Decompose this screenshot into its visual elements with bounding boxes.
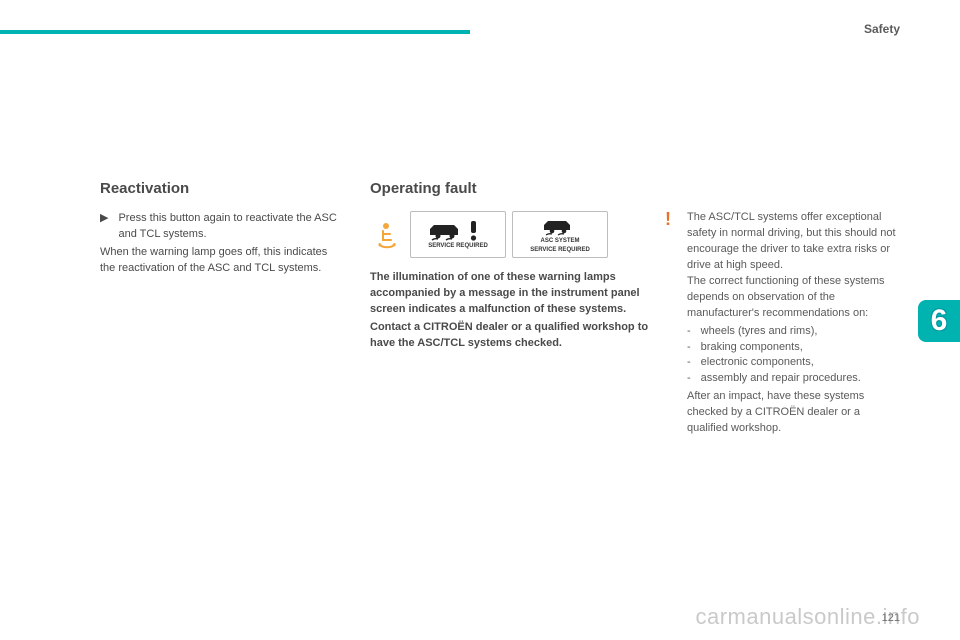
asc-system-lamp: ASC SYSTEM SERVICE REQUIRED (512, 211, 608, 258)
info-para2: The correct functioning of these systems… (687, 274, 898, 322)
reactivation-para: When the warning lamp goes off, this ind… (100, 245, 340, 277)
exclamation-icon: ! (665, 210, 679, 437)
skid-warning-icon (428, 219, 488, 241)
dash: - (687, 355, 691, 371)
info-outro: After an impact, have these systems chec… (687, 389, 898, 437)
chapter-number: 6 (931, 304, 948, 338)
reactivation-body: ▶ Press this button again to reactivate … (100, 211, 340, 277)
reactivation-heading: Reactivation (100, 180, 340, 197)
operating-fault-para1: The illumination of one of these warning… (370, 270, 658, 318)
chapter-number-wrap: 6 (918, 300, 960, 342)
operating-fault-para2: Contact a CITROËN dealer or a qualified … (370, 320, 658, 352)
bullet-symbol: ▶ (100, 211, 108, 243)
list-item: -wheels (tyres and rims), (687, 324, 898, 340)
driver-warning-icon (370, 211, 404, 258)
info-body: The ASC/TCL systems offer exceptional sa… (687, 210, 898, 437)
bullet-item: ▶ Press this button again to reactivate … (100, 211, 340, 243)
section-info: ! The ASC/TCL systems offer exceptional … (665, 210, 898, 437)
dash: - (687, 324, 691, 340)
manual-page: Safety Reactivation ▶ Press this button … (0, 0, 960, 640)
skid-icon (540, 216, 580, 236)
list-text: braking components, (701, 340, 803, 356)
asc-system-caption-line2: SERVICE REQUIRED (530, 247, 590, 254)
service-required-caption: SERVICE REQUIRED (428, 243, 488, 250)
asc-system-caption-line1: ASC SYSTEM (540, 238, 579, 245)
category-label: Safety (864, 22, 900, 36)
service-required-lamp: SERVICE REQUIRED (410, 211, 506, 258)
section-reactivation: Reactivation ▶ Press this button again t… (100, 180, 340, 277)
dash: - (687, 371, 691, 387)
watermark: carmanualsonline.info (695, 604, 920, 630)
list-text: wheels (tyres and rims), (701, 324, 818, 340)
operating-fault-heading: Operating fault (370, 180, 658, 197)
info-list: -wheels (tyres and rims), -braking compo… (687, 324, 898, 388)
warning-icon-row: SERVICE REQUIRED ASC SYSTEM SERVICE REQU… (370, 211, 658, 258)
header-rule (0, 30, 470, 34)
list-item: -assembly and repair procedures. (687, 371, 898, 387)
info-intro: The ASC/TCL systems offer exceptional sa… (687, 210, 898, 274)
bullet-text: Press this button again to reactivate th… (118, 211, 340, 243)
chapter-badge: 6 (918, 300, 960, 342)
section-operating-fault: Operating fault (370, 180, 658, 352)
list-text: electronic components, (701, 355, 814, 371)
dash: - (687, 340, 691, 356)
list-text: assembly and repair procedures. (701, 371, 861, 387)
info-box: ! The ASC/TCL systems offer exceptional … (665, 210, 898, 437)
list-item: -electronic components, (687, 355, 898, 371)
list-item: -braking components, (687, 340, 898, 356)
